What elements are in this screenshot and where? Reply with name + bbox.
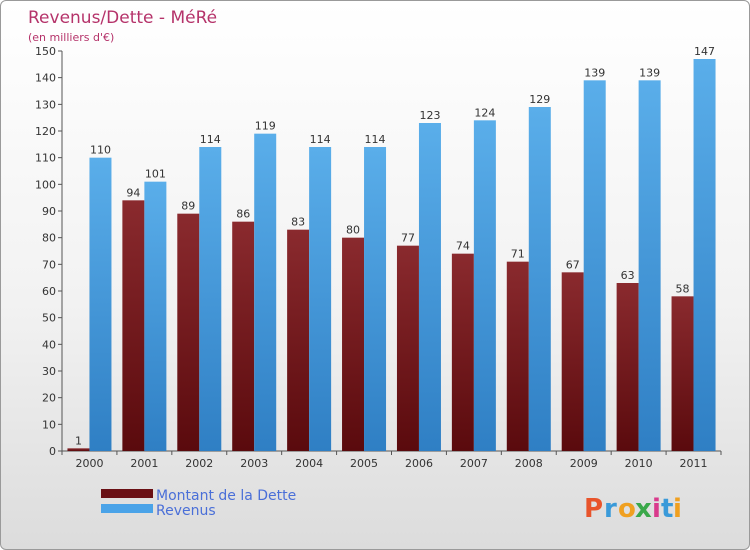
- bar-dette: [451, 253, 474, 451]
- x-tick-label: 2010: [625, 457, 653, 470]
- y-tick-label: 0: [49, 445, 56, 458]
- x-tick-label: 2008: [515, 457, 543, 470]
- data-label: 114: [365, 133, 386, 146]
- bar-dette: [506, 261, 529, 451]
- data-label: 114: [200, 133, 221, 146]
- data-label: 71: [511, 248, 525, 261]
- y-tick-label: 80: [42, 232, 56, 245]
- data-label: 147: [694, 45, 715, 58]
- bar-revenus: [89, 157, 112, 451]
- bar-dette: [122, 200, 145, 451]
- logo-letter: P: [584, 494, 603, 524]
- y-tick-label: 30: [42, 365, 56, 378]
- data-label: 129: [529, 93, 550, 106]
- x-tick-label: 2000: [75, 457, 103, 470]
- bar-revenus: [418, 123, 441, 451]
- data-label: 94: [126, 186, 140, 199]
- data-label: 80: [346, 224, 360, 237]
- data-label: 67: [566, 258, 580, 271]
- bar-revenus: [364, 147, 387, 451]
- bar-dette: [287, 229, 310, 451]
- x-tick-label: 2005: [350, 457, 378, 470]
- data-label: 139: [639, 66, 660, 79]
- bar-dette: [232, 221, 255, 451]
- logo-letter: t: [661, 494, 673, 524]
- x-tick-label: 2001: [130, 457, 158, 470]
- data-label: 74: [456, 240, 470, 253]
- data-label: 124: [474, 106, 495, 119]
- y-tick-label: 20: [42, 392, 56, 405]
- bar-revenus: [144, 181, 167, 451]
- y-tick-label: 150: [35, 45, 56, 58]
- data-label: 83: [291, 216, 305, 229]
- bar-dette: [561, 272, 584, 451]
- chart-subtitle: (en milliers d'€): [28, 31, 114, 44]
- chart-value-labels: 1 110 94 101 89 114 86 119 83 114 80 114 77 123 74 124 7…: [75, 45, 715, 447]
- data-label: 1: [75, 434, 82, 447]
- y-tick-label: 140: [35, 72, 56, 85]
- logo-letter: i: [652, 494, 661, 524]
- legend-swatch-revenus: [101, 504, 153, 513]
- y-tick-label: 10: [42, 418, 56, 431]
- y-tick-label: 100: [35, 178, 56, 191]
- bar-revenus: [199, 147, 222, 451]
- legend-label-revenus: Revenus: [156, 503, 216, 519]
- bar-revenus: [638, 80, 661, 451]
- bar-revenus: [473, 120, 496, 451]
- data-label: 101: [145, 168, 166, 181]
- x-tick-label: 2004: [295, 457, 323, 470]
- x-tick-label: 2002: [185, 457, 213, 470]
- x-tick-label: 2003: [240, 457, 268, 470]
- x-tick-label: 2007: [460, 457, 488, 470]
- chart-bars: [67, 59, 716, 451]
- data-label: 77: [401, 232, 415, 245]
- chart-legend: Montant de la Dette Revenus: [101, 488, 296, 519]
- legend-swatch-debt: [101, 489, 153, 498]
- y-tick-label: 90: [42, 205, 56, 218]
- bar-dette: [342, 237, 365, 451]
- y-tick-label: 60: [42, 285, 56, 298]
- x-tick-label: 2006: [405, 457, 433, 470]
- data-label: 123: [419, 109, 440, 122]
- data-label: 139: [584, 66, 605, 79]
- x-tick-label: 2009: [570, 457, 598, 470]
- data-label: 63: [621, 269, 635, 282]
- bar-revenus: [693, 59, 716, 451]
- logo-letter: x: [635, 494, 652, 524]
- chart-title: Revenus/Dette - MéRé: [28, 8, 217, 28]
- x-tick-label: 2011: [680, 457, 708, 470]
- data-label: 89: [181, 200, 195, 213]
- bar-dette: [671, 296, 694, 451]
- y-tick-label: 110: [35, 152, 56, 165]
- bar-dette: [616, 283, 639, 451]
- y-tick-label: 70: [42, 258, 56, 271]
- bar-revenus: [583, 80, 606, 451]
- y-tick-label: 130: [35, 98, 56, 111]
- legend-label-debt: Montant de la Dette: [156, 488, 296, 504]
- bar-dette: [67, 448, 90, 451]
- data-label: 86: [236, 208, 250, 221]
- logo-letter: i: [673, 494, 682, 524]
- logo-letter: r: [604, 494, 617, 524]
- bar-dette: [177, 213, 200, 451]
- y-tick-label: 50: [42, 312, 56, 325]
- bar-dette: [396, 245, 419, 451]
- data-label: 114: [310, 133, 331, 146]
- data-label: 58: [676, 282, 690, 295]
- y-tick-label: 120: [35, 125, 56, 138]
- bar-revenus: [254, 133, 277, 451]
- chart-axes: 0 10 20 30 40 50 60 70 80 90 100 110 120 130 140 150 200…: [35, 45, 722, 470]
- bar-revenus: [528, 107, 551, 451]
- data-label: 119: [255, 120, 276, 133]
- y-tick-label: 40: [42, 338, 56, 351]
- bar-revenus: [309, 147, 332, 451]
- logo-letter: o: [618, 494, 636, 524]
- data-label: 110: [90, 144, 111, 157]
